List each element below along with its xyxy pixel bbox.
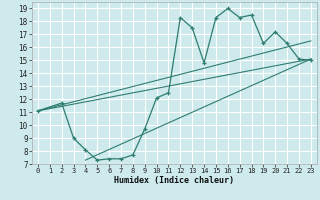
- X-axis label: Humidex (Indice chaleur): Humidex (Indice chaleur): [115, 176, 234, 185]
